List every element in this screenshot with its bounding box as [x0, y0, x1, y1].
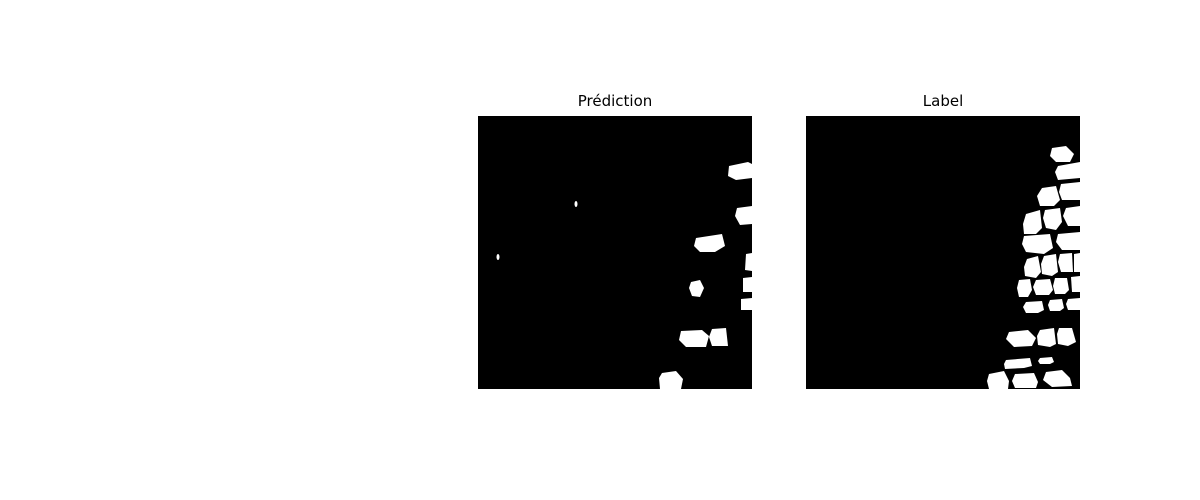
- mask-blob: [1058, 253, 1073, 272]
- mask-blob: [694, 234, 725, 252]
- mask-blob: [1017, 279, 1032, 297]
- mask-blob: [1024, 256, 1041, 278]
- mask-blob: [1037, 328, 1056, 347]
- mask-blob: [1050, 146, 1074, 162]
- mask-blob: [659, 371, 683, 389]
- mask-blob: [1033, 279, 1053, 295]
- mask-blob: [735, 206, 752, 225]
- mask-blob: [1055, 162, 1080, 180]
- mask-blob: [1057, 328, 1076, 346]
- mask-blob: [1022, 234, 1053, 254]
- mask-blob: [709, 328, 728, 346]
- mask-blob: [1006, 330, 1036, 347]
- mask-blob: [745, 253, 752, 271]
- mask-blob: [689, 280, 704, 297]
- mask-blob: [1059, 182, 1080, 200]
- mask-blob: [1043, 370, 1072, 387]
- mask-blob: [1071, 276, 1080, 292]
- mask-blob: [679, 330, 709, 347]
- mask-blob: [1074, 253, 1080, 272]
- prediction-title: Prédiction: [577, 92, 653, 110]
- mask-blob: [1056, 232, 1080, 250]
- mask-blob: [1066, 298, 1080, 310]
- mask-blob: [1048, 299, 1064, 311]
- mask-blob: [1023, 210, 1042, 234]
- mask-blob: [1063, 206, 1080, 226]
- mask-blob: [1043, 208, 1062, 230]
- mask-blob: [1037, 186, 1060, 206]
- prediction-mask: [496, 162, 752, 389]
- prediction-image: [478, 116, 752, 389]
- mask-blob: [1053, 278, 1069, 294]
- mask-blob: [1023, 301, 1044, 313]
- mask-blob: [741, 298, 752, 310]
- mask-blob: [1038, 357, 1054, 364]
- mask-blob: [574, 201, 578, 207]
- mask-blob: [987, 371, 1009, 389]
- mask-blob: [743, 277, 752, 292]
- mask-blob: [1012, 373, 1038, 388]
- mask-blob: [1004, 358, 1032, 369]
- label-image: [806, 116, 1080, 389]
- label-mask: [987, 146, 1080, 389]
- mask-blob: [728, 162, 752, 180]
- mask-blob: [1041, 254, 1058, 276]
- mask-blob: [496, 254, 500, 260]
- label-title: Label: [922, 92, 964, 110]
